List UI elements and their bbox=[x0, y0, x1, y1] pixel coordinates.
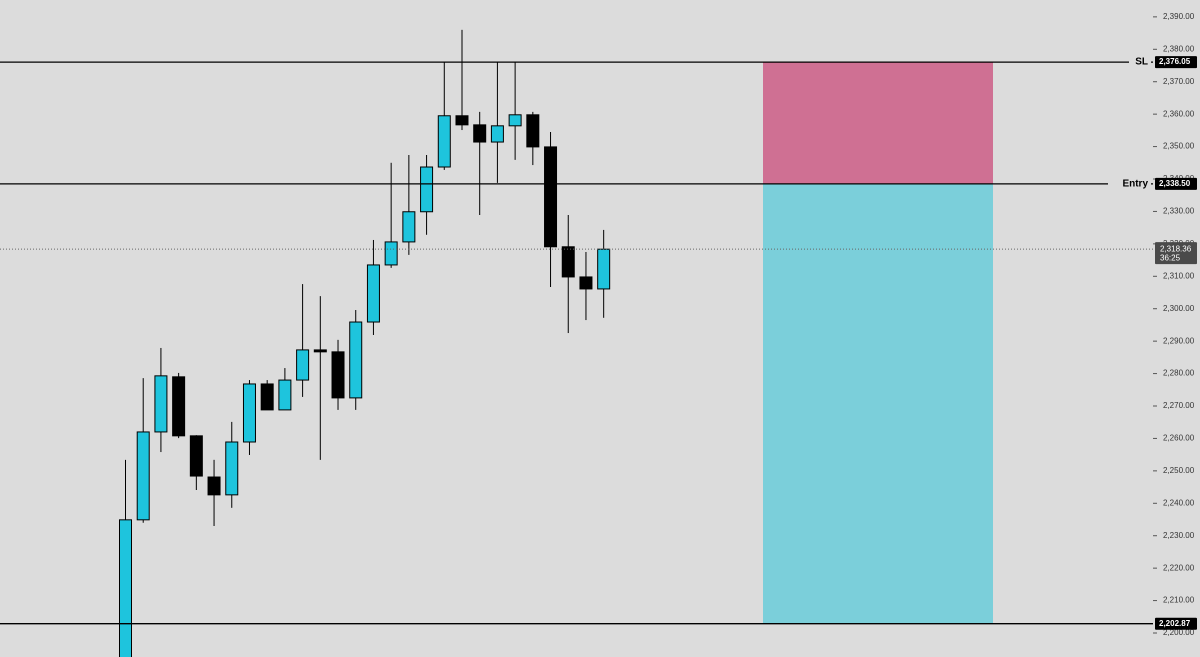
level-name: Entry bbox=[1122, 179, 1148, 190]
candle-body bbox=[313, 349, 327, 353]
y-tick-label: 2,380.00 bbox=[1163, 44, 1195, 53]
stop-zone bbox=[763, 62, 993, 184]
level-tag bbox=[1155, 177, 1197, 190]
candle-body bbox=[544, 146, 558, 248]
y-tick-label: 2,330.00 bbox=[1163, 207, 1195, 216]
candle-body bbox=[437, 115, 451, 168]
y-tick-label: 2,390.00 bbox=[1163, 12, 1195, 21]
candle-body bbox=[402, 211, 416, 243]
y-tick-label: 2,290.00 bbox=[1163, 336, 1195, 345]
y-tick-label: 2,210.00 bbox=[1163, 596, 1195, 605]
y-tick-label: 2,270.00 bbox=[1163, 401, 1195, 410]
candle-body bbox=[526, 114, 540, 148]
current-price-label: 2,318.36 bbox=[1160, 244, 1192, 253]
countdown-label: 36:25 bbox=[1160, 253, 1181, 262]
level-name-bg bbox=[1108, 177, 1151, 190]
y-tick-label: 2,220.00 bbox=[1163, 563, 1195, 572]
level-name: SL bbox=[1135, 57, 1148, 68]
y-tick-label: 2,300.00 bbox=[1163, 304, 1195, 313]
candle-body bbox=[278, 379, 292, 411]
level-price-label: 2,338.50 bbox=[1159, 179, 1191, 188]
candle-body bbox=[490, 125, 504, 143]
y-tick-label: 2,280.00 bbox=[1163, 369, 1195, 378]
y-tick-label: 2,200.00 bbox=[1163, 628, 1195, 637]
candle-body bbox=[420, 166, 434, 213]
y-tick-label: 2,230.00 bbox=[1163, 531, 1195, 540]
level-price-label: 2,202.87 bbox=[1159, 619, 1191, 628]
candle-body bbox=[225, 441, 239, 496]
candle-body bbox=[366, 264, 380, 323]
level-tag bbox=[1155, 617, 1197, 630]
candle-body bbox=[349, 321, 363, 399]
price-axis: 2,200.00 2,210.00 2,220.00 2,230.00 2,240.00… bbox=[1153, 12, 1197, 637]
y-tick-label: 2,240.00 bbox=[1163, 498, 1195, 507]
candle-body bbox=[455, 115, 469, 126]
candle-body bbox=[172, 376, 186, 437]
candle-body bbox=[473, 124, 487, 143]
y-tick-label: 2,360.00 bbox=[1163, 109, 1195, 118]
candle-body bbox=[597, 248, 611, 290]
candle-body bbox=[189, 435, 203, 477]
current-price-tag bbox=[1155, 242, 1197, 265]
candle-body bbox=[384, 241, 398, 266]
y-tick-label: 2,350.00 bbox=[1163, 142, 1195, 151]
y-tick-label: 2,310.00 bbox=[1163, 271, 1195, 280]
level-tag bbox=[1155, 56, 1197, 69]
level-name-bg bbox=[1129, 56, 1151, 69]
candle-body bbox=[136, 431, 150, 521]
candle-body bbox=[119, 519, 132, 657]
y-tick-label: 2,260.00 bbox=[1163, 434, 1195, 443]
candle-body bbox=[296, 349, 310, 381]
candle-body bbox=[331, 351, 345, 399]
candle-body bbox=[242, 383, 256, 443]
y-tick-label: 2,370.00 bbox=[1163, 77, 1195, 86]
target-zone bbox=[763, 183, 993, 624]
plot-area bbox=[0, 29, 1153, 657]
candle-body bbox=[508, 114, 522, 127]
candle-body bbox=[561, 246, 575, 278]
level-price-label: 2,376.05 bbox=[1159, 57, 1191, 66]
candle-body bbox=[579, 276, 593, 290]
candle-body bbox=[260, 383, 274, 411]
candle-body bbox=[207, 476, 221, 496]
y-tick-label: 2,250.00 bbox=[1163, 466, 1195, 475]
candle-body bbox=[154, 375, 168, 433]
